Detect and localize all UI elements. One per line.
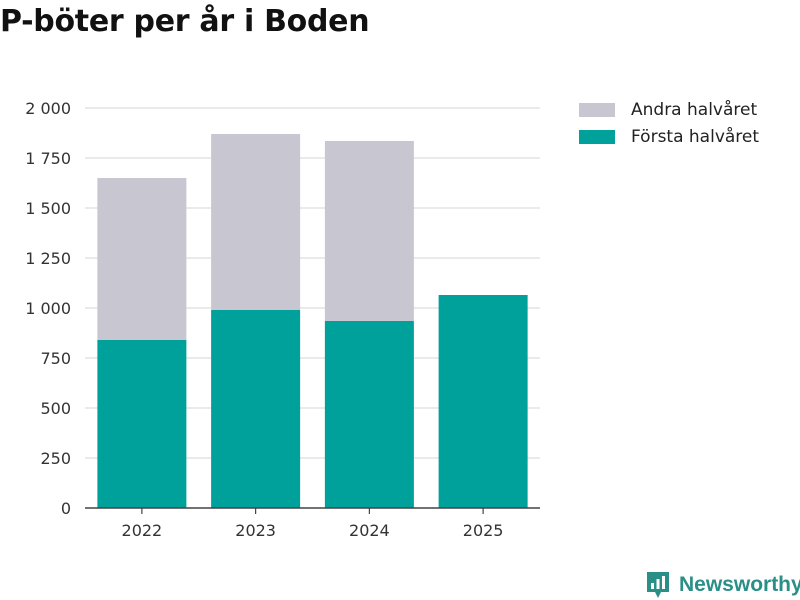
legend-item-forsta[interactable]: Första halvåret	[579, 123, 759, 150]
brand-name: Newsworthy	[679, 573, 800, 596]
y-tick-label: 500	[40, 399, 71, 418]
bar-2023-forsta	[211, 310, 301, 508]
bar-2024-forsta	[324, 321, 414, 508]
bars	[97, 134, 528, 508]
y-tick-label: 750	[40, 349, 71, 368]
legend-label-andra: Andra halvåret	[631, 99, 758, 120]
x-axis: 2022 2023 2024 2025	[85, 507, 540, 540]
chart-title: P-böter per år i Boden	[0, 4, 370, 39]
legend-swatch-andra	[579, 102, 615, 117]
y-tick-label: 0	[61, 499, 71, 518]
legend-swatch-forsta	[579, 129, 615, 144]
newsworthy-logo[interactable]: Newsworthy	[645, 570, 800, 600]
legend: Andra halvåret Första halvåret	[579, 96, 759, 150]
legend-item-andra[interactable]: Andra halvåret	[579, 96, 759, 123]
y-axis: 0 250 500 750 1 000 1 250 1 500 1 750 2 000	[25, 99, 71, 518]
newsworthy-icon	[647, 572, 669, 598]
y-tick-label: 2 000	[25, 99, 71, 118]
bar-2023-andra	[211, 134, 301, 310]
y-tick-label: 250	[40, 449, 71, 468]
bar-2024-andra	[324, 141, 414, 321]
x-tick-label: 2025	[463, 521, 504, 540]
x-tick-label: 2023	[235, 521, 276, 540]
bar-2025-forsta	[438, 295, 528, 508]
y-tick-label: 1 750	[25, 149, 71, 168]
bar-2022-andra	[97, 178, 187, 340]
legend-label-forsta: Första halvåret	[631, 126, 760, 147]
y-tick-label: 1 250	[25, 249, 71, 268]
x-tick-label: 2022	[122, 521, 163, 540]
y-tick-label: 1 500	[25, 199, 71, 218]
x-tick-label: 2024	[349, 521, 390, 540]
bar-2022-forsta	[97, 340, 187, 508]
y-tick-label: 1 000	[25, 299, 71, 318]
